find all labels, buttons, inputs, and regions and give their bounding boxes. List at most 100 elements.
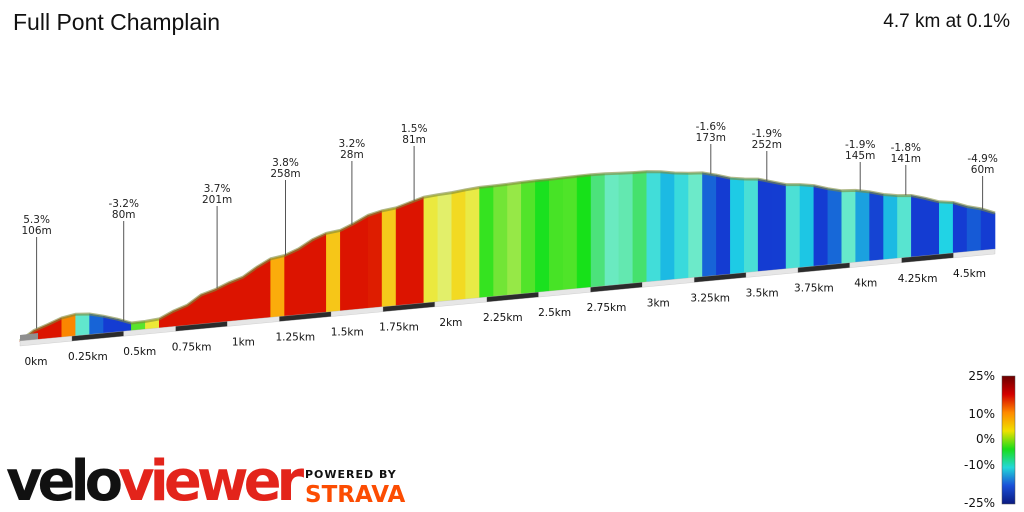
profile-segment — [604, 172, 620, 287]
distance-tick-label: 1km — [232, 336, 255, 348]
profile-segment — [897, 195, 912, 259]
profile-segment — [938, 201, 954, 255]
profile-segment — [548, 177, 564, 292]
distance-tick-label: 3.5km — [746, 288, 779, 300]
annotation-grade: 1.5% — [401, 123, 428, 135]
profile-segment — [827, 188, 843, 266]
distance-tick-label: 0.75km — [172, 341, 212, 353]
profile-segment — [312, 232, 327, 314]
distance-tick-label: 0km — [25, 356, 48, 368]
legend-bar — [1001, 375, 1016, 505]
profile-segment — [966, 206, 982, 252]
profile-segment — [451, 189, 467, 301]
profile-segment — [353, 214, 369, 310]
distance-tick-label: 2.25km — [483, 312, 523, 324]
annotation-length: 106m — [21, 225, 51, 237]
profile-segment — [841, 190, 857, 264]
profile-segment — [771, 181, 787, 271]
annotation-grade: -1.8% — [891, 142, 921, 154]
profile-segment — [730, 177, 745, 275]
annotation-grade: 3.8% — [272, 157, 299, 169]
profile-segment — [660, 171, 675, 281]
veloviewer-logo: veloviewer — [6, 449, 310, 512]
profile-segment — [618, 172, 634, 285]
distance-tick-label: 0.5km — [123, 346, 156, 358]
powered-by-text: POWERED BY — [305, 468, 397, 481]
annotation-grade: -1.9% — [752, 128, 782, 140]
distance-tick-label: 1.75km — [379, 322, 419, 334]
profile-segment — [925, 198, 940, 256]
distance-tick-label: 1.5km — [331, 327, 364, 339]
profile-segment — [952, 202, 968, 254]
profile-segment — [855, 190, 870, 263]
annotation-layer: 5.3%106m -3.2%80m 3.7%201m 3.8%258m 3.2%28m 1… — [21, 121, 998, 329]
annotation-length: 80m — [112, 209, 136, 221]
profile-segment — [298, 239, 313, 316]
distance-tick-label: 2.5km — [538, 307, 571, 319]
distance-tick-label: 4km — [854, 278, 877, 290]
profile-segment — [367, 210, 383, 309]
logo-part-velo: velo — [6, 449, 122, 512]
annotation-grade: -1.9% — [845, 139, 875, 151]
legend-label: 10% — [968, 407, 995, 421]
distance-tick-label: 4.5km — [953, 268, 986, 280]
annotation-length: 81m — [402, 134, 426, 146]
annotation-length: 201m — [202, 194, 232, 206]
legend-label: 0% — [976, 432, 995, 446]
distance-tick-label: 3.25km — [690, 292, 730, 304]
annotation-length: 28m — [340, 149, 364, 161]
profile-segment — [883, 194, 898, 260]
profile-segment — [632, 171, 648, 284]
distance-tick-label: 4.25km — [898, 273, 938, 285]
distance-axis: 0km 0.25km 0.5km 0.75km 1km 1.25km 1.5km 1.75km… — [19, 248, 996, 368]
profile-segment — [228, 276, 244, 322]
strava-logo-text: STRAVA — [305, 482, 405, 508]
annotation-grade: 3.2% — [339, 138, 366, 150]
profile-segment — [507, 182, 522, 296]
profile-segment — [562, 175, 578, 291]
profile-segment — [340, 222, 355, 312]
legend-label: -25% — [964, 496, 995, 510]
profile-segment — [674, 172, 689, 280]
distance-tick-label: 2km — [439, 317, 462, 329]
profile-segment — [326, 229, 341, 313]
profile-segment — [535, 179, 550, 293]
legend-label: -10% — [964, 458, 995, 472]
profile-top-edge — [19, 170, 996, 343]
profile-segment — [799, 184, 815, 268]
profile-segment — [688, 172, 703, 279]
profile-area — [18, 170, 996, 345]
veloviewer-logo-text: veloviewer — [6, 449, 305, 512]
distance-tick-label: 0.25km — [68, 351, 108, 363]
profile-segment — [702, 172, 717, 277]
profile-segment — [256, 258, 272, 320]
profile-segment — [75, 313, 90, 337]
profile-segment — [409, 196, 425, 305]
annotation-grade: -1.6% — [696, 121, 726, 133]
annotation-length: 141m — [891, 153, 921, 165]
profile-segment — [646, 171, 662, 283]
profile-segment — [437, 192, 453, 302]
profile-segment — [743, 178, 759, 274]
strava-badge: POWERED BY STRAVA — [305, 468, 405, 508]
profile-segment — [716, 174, 731, 276]
profile-segment — [813, 185, 829, 267]
distance-tick-label: 1.25km — [275, 332, 315, 344]
profile-segment — [869, 191, 884, 262]
annotation-grade: 5.3% — [23, 214, 50, 226]
profile-segment — [479, 185, 494, 298]
distance-band — [953, 248, 996, 259]
profile-segment — [590, 173, 606, 288]
annotation-length: 173m — [696, 132, 726, 144]
annotation-grade: -4.9% — [967, 153, 997, 165]
annotation-grade: 3.7% — [204, 183, 231, 195]
profile-segment — [493, 183, 508, 297]
distance-tick-label: 2.75km — [587, 302, 627, 314]
profile-segment — [381, 207, 397, 308]
gradient-legend: 25% 10% 0% -10% -25% — [964, 369, 1016, 510]
annotation-length: 252m — [752, 139, 782, 151]
annotation-length: 145m — [845, 150, 875, 162]
profile-segment — [576, 174, 592, 289]
annotation-length: 258m — [270, 168, 300, 180]
